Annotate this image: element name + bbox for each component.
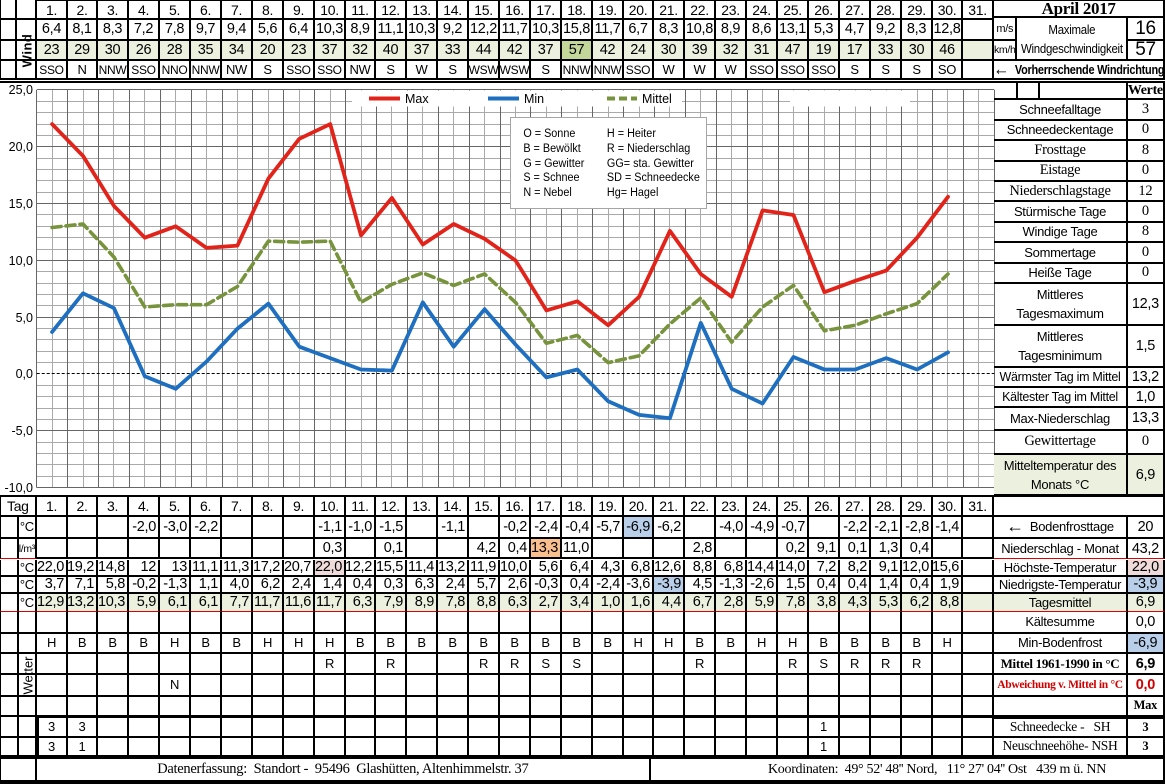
svg-text:Min: Min (524, 92, 544, 106)
svg-text:Max: Max (405, 92, 429, 106)
svg-text:Mittel: Mittel (642, 92, 672, 106)
